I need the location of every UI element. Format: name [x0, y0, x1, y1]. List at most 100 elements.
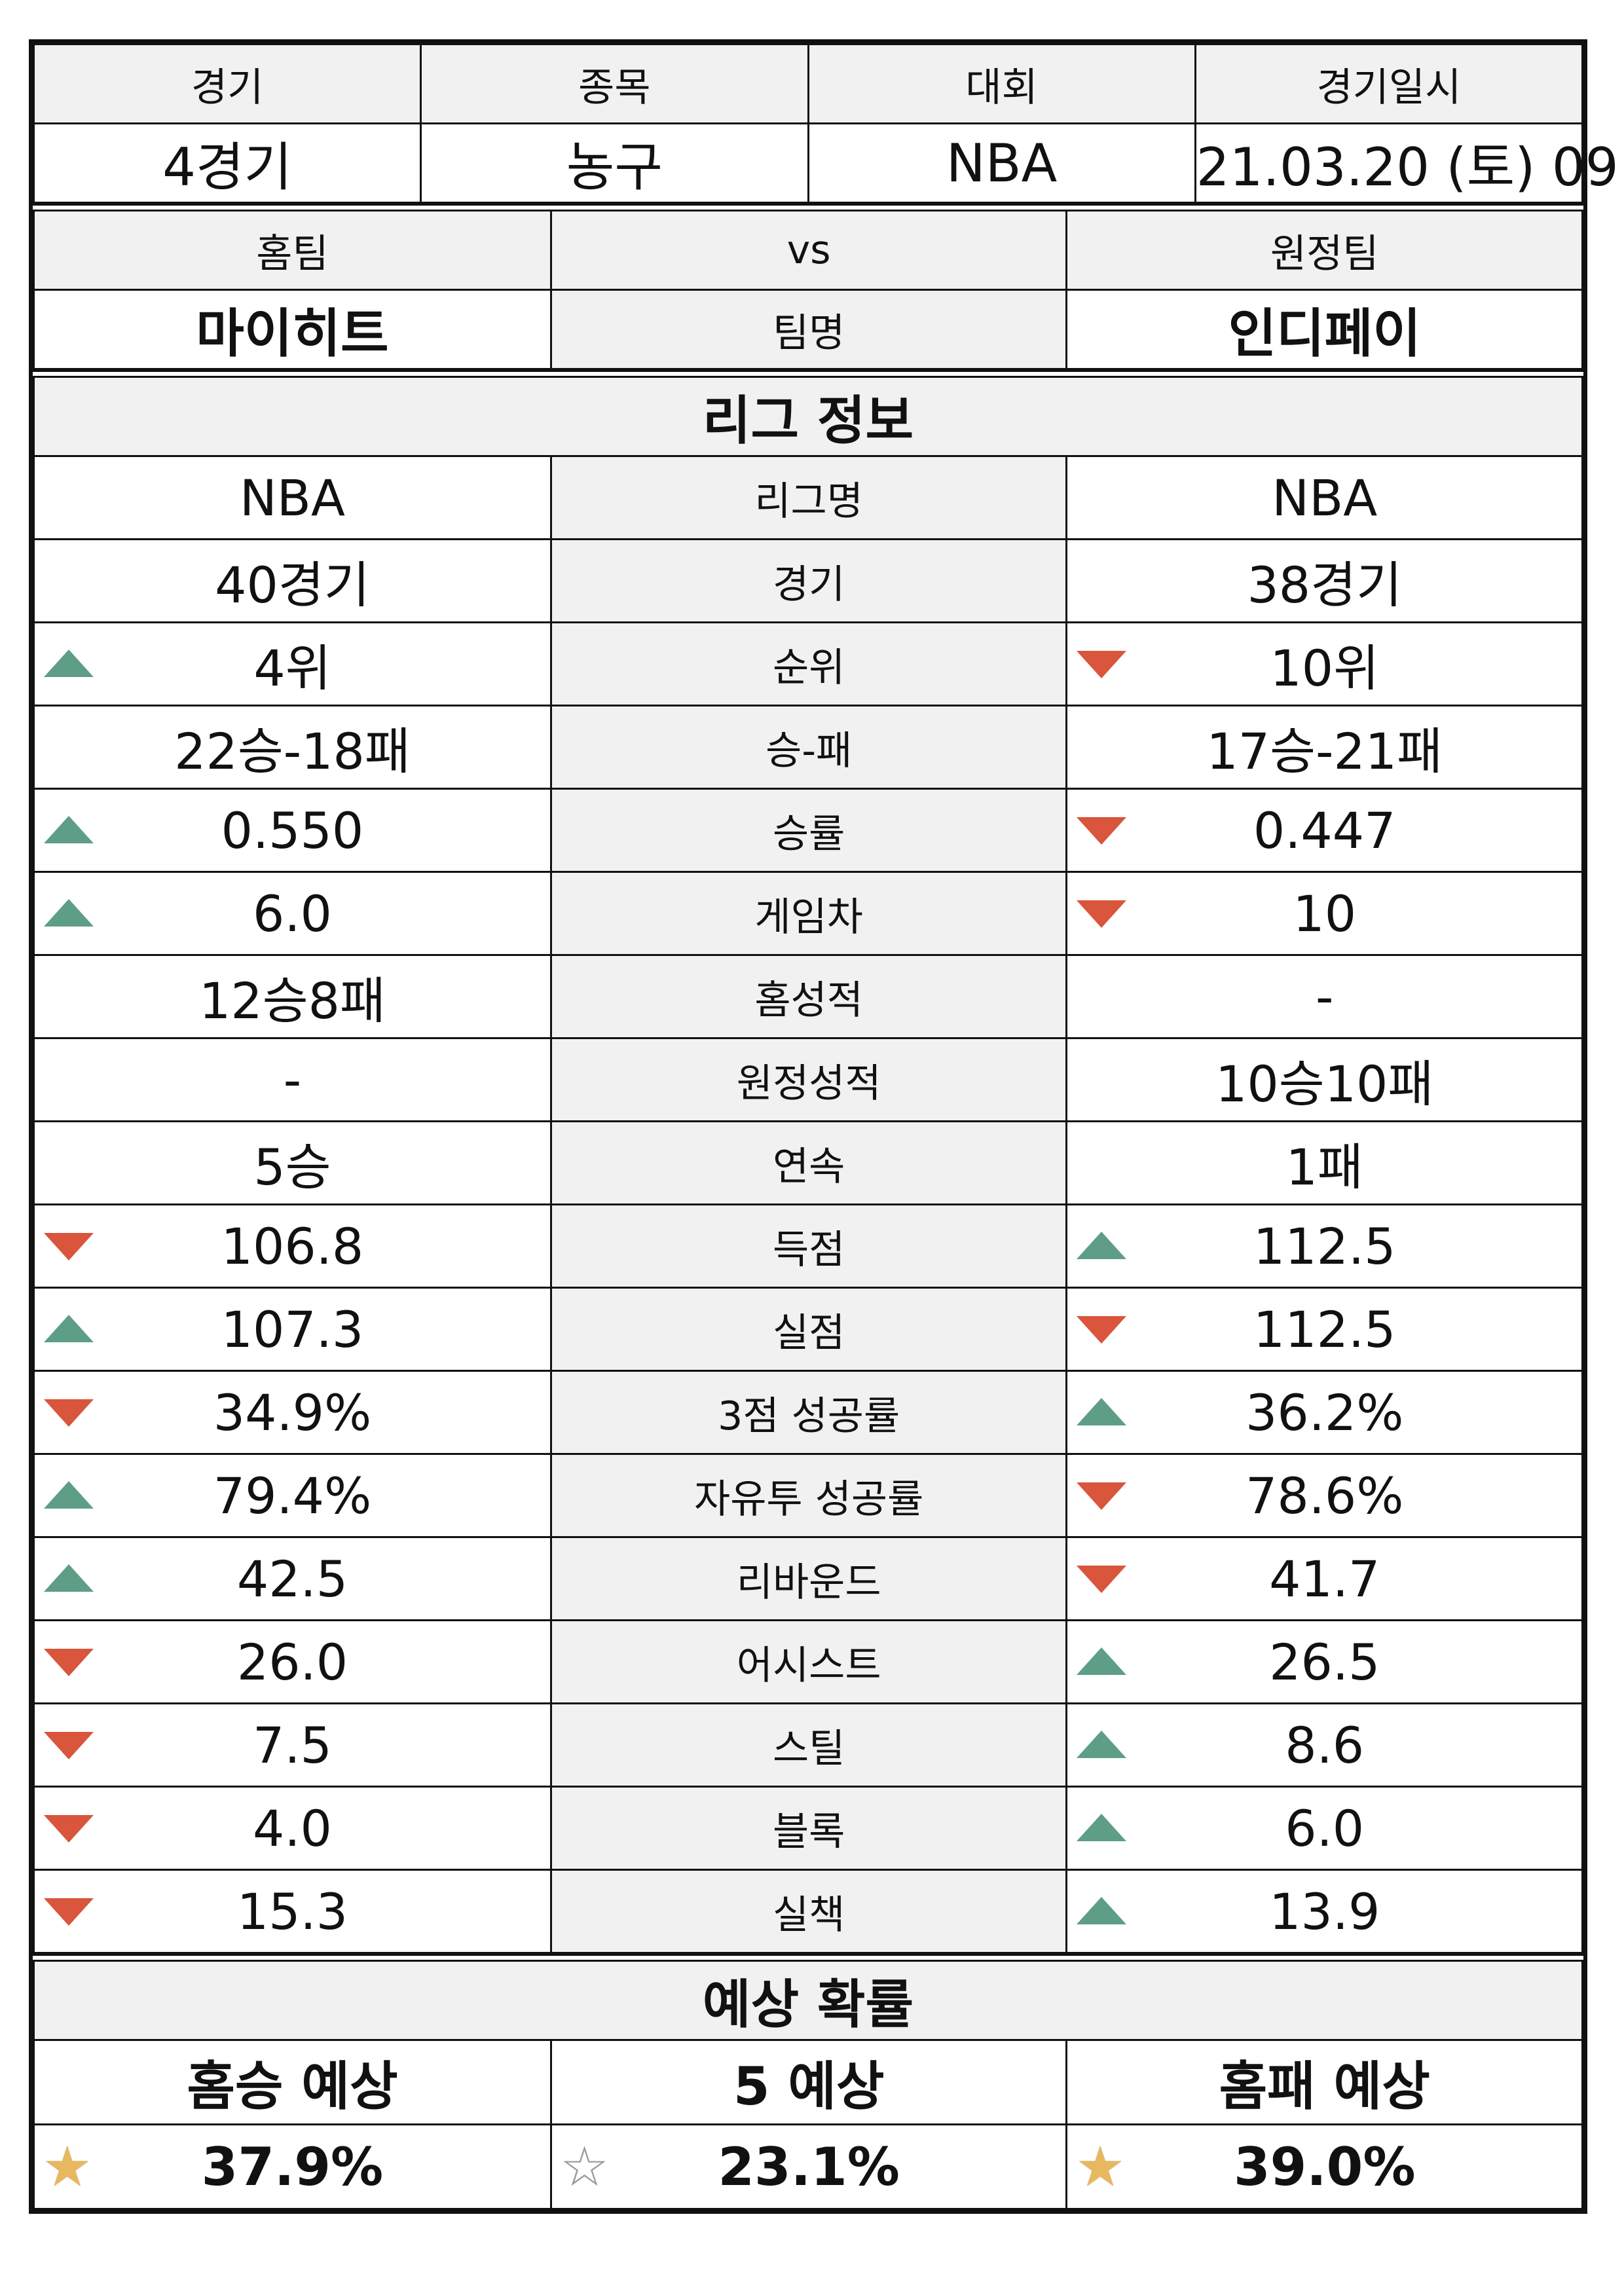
away-stat-value: -	[1316, 967, 1334, 1026]
home-stat-value: -	[283, 1050, 302, 1109]
home-loss-value-cell: ★ 39.0%	[1065, 2123, 1583, 2210]
home-team-name: 마이히트	[33, 289, 552, 370]
away-stat-cell: 8.6	[1065, 1702, 1583, 1788]
stat-row: 42.5 리바운드 41.7	[33, 1536, 1583, 1621]
home-stat-cell: NBA	[33, 455, 552, 540]
stat-row: 106.8 득점 112.5	[33, 1203, 1583, 1289]
home-stat-cell: 4위	[33, 621, 552, 707]
away-stat-cell: 38경기	[1065, 538, 1583, 623]
away-stat-cell: 78.6%	[1065, 1453, 1583, 1538]
home-stat-value: 22승-18패	[174, 722, 411, 780]
away-stat-value: 1패	[1285, 1138, 1363, 1196]
home-win-label: 홈승 예상	[33, 2039, 552, 2125]
stat-label: 득점	[549, 1203, 1068, 1289]
triangle-down-icon	[1077, 817, 1127, 845]
home-stat-value: 4.0	[253, 1799, 332, 1858]
away-stat-cell: 26.5	[1065, 1619, 1583, 1704]
stat-label: 블록	[549, 1786, 1068, 1871]
team-name-label: 팀명	[549, 289, 1068, 370]
home-stat-value: 7.5	[253, 1716, 332, 1774]
away-stat-value: 13.9	[1269, 1882, 1380, 1941]
triangle-up-icon	[44, 816, 94, 843]
stat-label: 승-패	[549, 705, 1068, 790]
match-header-row: 경기 종목 대회 경기일시	[32, 43, 1584, 124]
triangle-down-icon	[44, 1815, 94, 1843]
league-section-title: 리그 정보	[33, 376, 1583, 457]
stat-row: 5승 연속 1패	[33, 1120, 1583, 1205]
header-game: 경기	[32, 43, 422, 124]
match-info-sheet: 경기 종목 대회 경기일시 4경기 농구 NBA 21.03.20 (토) 09…	[29, 39, 1624, 2214]
away-stat-value: 10위	[1270, 639, 1380, 697]
star-icon: ★	[43, 2135, 92, 2199]
match-value-row: 4경기 농구 NBA 21.03.20 (토) 09:00	[32, 122, 1624, 204]
home-stat-cell: 0.550	[33, 788, 552, 873]
away-stat-cell: 112.5	[1065, 1203, 1583, 1289]
away-team-name: 인디페이	[1065, 289, 1583, 370]
datetime: 21.03.20 (토) 09:00	[1194, 122, 1624, 204]
home-stat-cell: 34.9%	[33, 1370, 552, 1455]
home-team-label: 홈팀	[33, 210, 552, 291]
league-stats-body: NBA 리그명 NBA 40경기 경기 38경기 4위 순위 10위 22승-18패 승-패 17승-…	[33, 455, 1583, 1954]
draw-value: 23.1%	[718, 2136, 900, 2197]
stat-label: 어시스트	[549, 1619, 1068, 1704]
stat-row: 7.5 스틸 8.6	[33, 1702, 1583, 1788]
header-competition: 대회	[807, 43, 1196, 124]
stat-row: 12승8패 홈성적 -	[33, 954, 1583, 1039]
away-stat-value: 26.5	[1269, 1632, 1380, 1691]
home-stat-cell: -	[33, 1037, 552, 1122]
league-table: 리그 정보 NBA 리그명 NBA 40경기 경기 38경기 4위 순위 10위 22승-18패 승…	[33, 376, 1583, 1954]
league-section-title-row: 리그 정보	[33, 376, 1583, 457]
stat-label: 순위	[549, 621, 1068, 707]
home-stat-value: 5승	[253, 1138, 331, 1196]
triangle-down-icon	[1077, 1482, 1127, 1510]
triangle-up-icon	[1077, 1897, 1127, 1924]
stat-label: 실점	[549, 1287, 1068, 1372]
stat-row: 15.3 실책 13.9	[33, 1869, 1583, 1954]
away-stat-value: 0.447	[1253, 801, 1396, 860]
home-stat-cell: 7.5	[33, 1702, 552, 1788]
triangle-up-icon	[1077, 1232, 1127, 1259]
home-stat-cell: 26.0	[33, 1619, 552, 1704]
home-stat-cell: 79.4%	[33, 1453, 552, 1538]
prediction-section-title: 예상 확률	[33, 1960, 1583, 2041]
stat-label: 연속	[549, 1120, 1068, 1205]
draw-label: 5 예상	[549, 2039, 1068, 2125]
stat-label: 스틸	[549, 1702, 1068, 1788]
triangle-down-icon	[44, 1898, 94, 1926]
stat-label: 실책	[549, 1869, 1068, 1954]
away-stat-value: 17승-21패	[1206, 722, 1443, 780]
stat-row: 26.0 어시스트 26.5	[33, 1619, 1583, 1704]
away-stat-cell: -	[1065, 954, 1583, 1039]
stat-row: 0.550 승률 0.447	[33, 788, 1583, 873]
stat-label: 리그명	[549, 455, 1068, 540]
home-stat-value: 79.4%	[213, 1466, 372, 1525]
away-stat-cell: 10승10패	[1065, 1037, 1583, 1122]
away-stat-cell: 0.447	[1065, 788, 1583, 873]
home-stat-cell: 40경기	[33, 538, 552, 623]
game-number: 4경기	[32, 122, 422, 204]
home-stat-cell: 4.0	[33, 1786, 552, 1871]
prediction-section-title-row: 예상 확률	[33, 1960, 1583, 2041]
away-stat-value: 112.5	[1253, 1217, 1396, 1276]
stat-row: - 원정성적 10승10패	[33, 1037, 1583, 1122]
stat-row: 22승-18패 승-패 17승-21패	[33, 705, 1583, 790]
stat-row: 4.0 블록 6.0	[33, 1786, 1583, 1871]
away-stat-value: 78.6%	[1246, 1466, 1404, 1525]
stat-row: 107.3 실점 112.5	[33, 1287, 1583, 1372]
prediction-table: 예상 확률 홈승 예상 5 예상 홈패 예상 ★ 37.9% ☆ 23.1% ★…	[33, 1960, 1583, 2210]
away-stat-value: 6.0	[1285, 1799, 1365, 1858]
team-name-row: 마이히트 팀명 인디페이	[33, 289, 1583, 370]
header-datetime: 경기일시	[1194, 43, 1584, 124]
home-loss-label: 홈패 예상	[1065, 2039, 1583, 2125]
home-stat-value: NBA	[239, 468, 345, 527]
home-win-value-cell: ★ 37.9%	[33, 2123, 552, 2210]
stat-label: 원정성적	[549, 1037, 1068, 1122]
stat-label: 자유투 성공률	[549, 1453, 1068, 1538]
triangle-up-icon	[44, 899, 94, 927]
triangle-up-icon	[44, 1564, 94, 1592]
stat-row: 79.4% 자유투 성공률 78.6%	[33, 1453, 1583, 1538]
team-header-row: 홈팀 vs 원정팀	[33, 210, 1583, 291]
away-stat-cell: 17승-21패	[1065, 705, 1583, 790]
triangle-up-icon	[1077, 1647, 1127, 1675]
home-stat-value: 40경기	[215, 556, 370, 614]
